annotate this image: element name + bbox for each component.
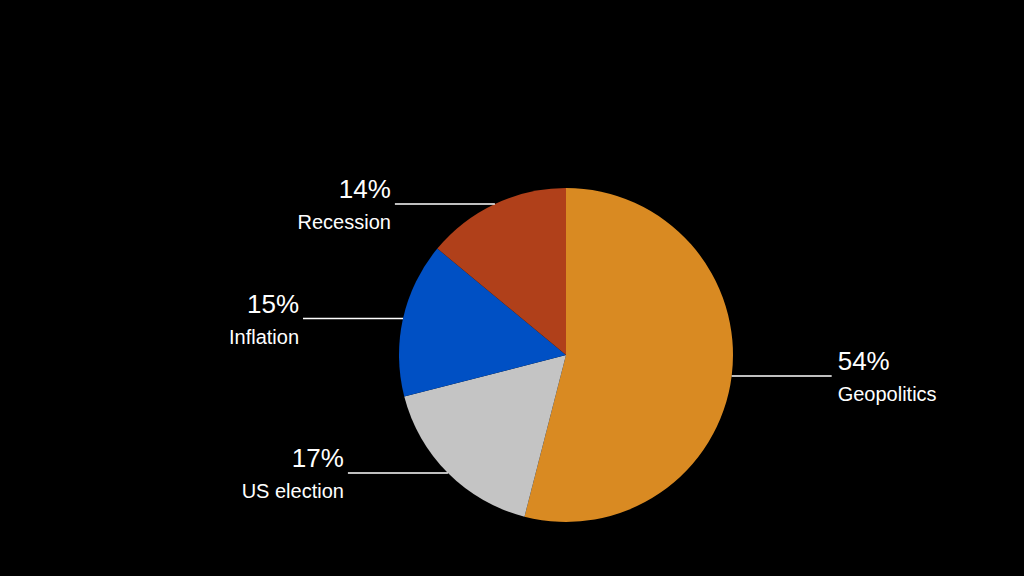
svg-text:Geopolitics: Geopolitics bbox=[838, 383, 937, 405]
svg-text:54%: 54% bbox=[838, 346, 890, 376]
svg-text:14%: 14% bbox=[339, 174, 391, 204]
svg-text:17%: 17% bbox=[292, 443, 344, 473]
svg-text:US election: US election bbox=[242, 480, 344, 502]
svg-text:Recession: Recession bbox=[298, 211, 391, 233]
svg-text:Inflation: Inflation bbox=[229, 326, 299, 348]
svg-text:15%: 15% bbox=[247, 289, 299, 319]
